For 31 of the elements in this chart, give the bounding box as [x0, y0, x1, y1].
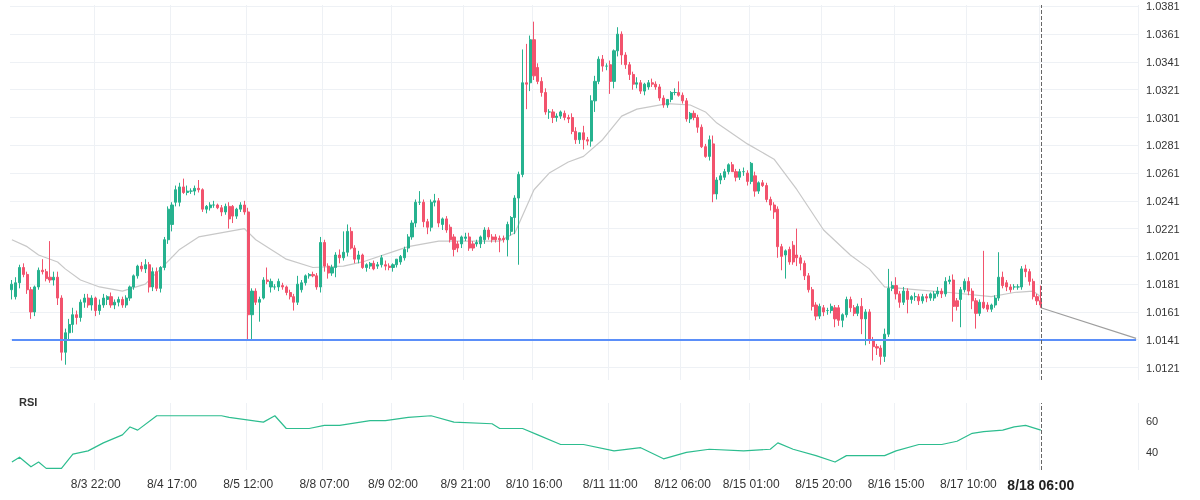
y-tick-label: 1.0301 [1146, 111, 1180, 124]
x-tick-label: 8/11 11:00 [582, 477, 638, 491]
x-tick-label: 8/9 02:00 [367, 477, 419, 491]
y-tick-label: 1.0321 [1146, 83, 1180, 96]
x-tick-label: 8/10 16:00 [505, 477, 563, 491]
x-tick-label: 8/17 10:00 [940, 477, 998, 491]
y-tick-label: 60 [1146, 414, 1159, 427]
x-tick-label: 8/15 20:00 [795, 477, 853, 491]
y-tick-label: 1.0281 [1146, 139, 1180, 152]
y-tick-label: 1.0121 [1146, 361, 1180, 374]
y-tick-label: 1.0141 [1146, 333, 1180, 346]
x-tick-label: 8/3 22:00 [70, 477, 122, 491]
chart-title: RSI [19, 395, 38, 408]
y-tick-label: 1.0201 [1146, 250, 1180, 263]
y-tick-label: 1.0181 [1146, 278, 1180, 291]
x-tick-label: 8/12 06:00 [654, 477, 712, 491]
x-tick-label: 8/8 07:00 [299, 477, 350, 491]
y-tick-label: 1.0381 [1146, 0, 1180, 13]
y-tick-label: 1.0261 [1146, 167, 1180, 180]
x-tick-label: 8/16 15:00 [867, 477, 925, 491]
x-tick-label: 8/5 12:00 [223, 477, 274, 491]
x-tick-label: 8/15 01:00 [722, 477, 780, 491]
y-tick-label: 1.0161 [1146, 305, 1180, 318]
y-tick-label: 1.0341 [1146, 55, 1180, 68]
x-tick-label: 8/18 06:00 [1007, 477, 1075, 493]
x-tick-label: 8/9 21:00 [440, 477, 491, 491]
y-tick-label: 1.0221 [1146, 222, 1180, 235]
x-tick-label: 8/4 17:00 [146, 477, 198, 491]
y-tick-label: 1.0361 [1146, 28, 1180, 41]
y-tick-label: 40 [1146, 446, 1159, 459]
y-tick-label: 1.0241 [1146, 194, 1180, 207]
